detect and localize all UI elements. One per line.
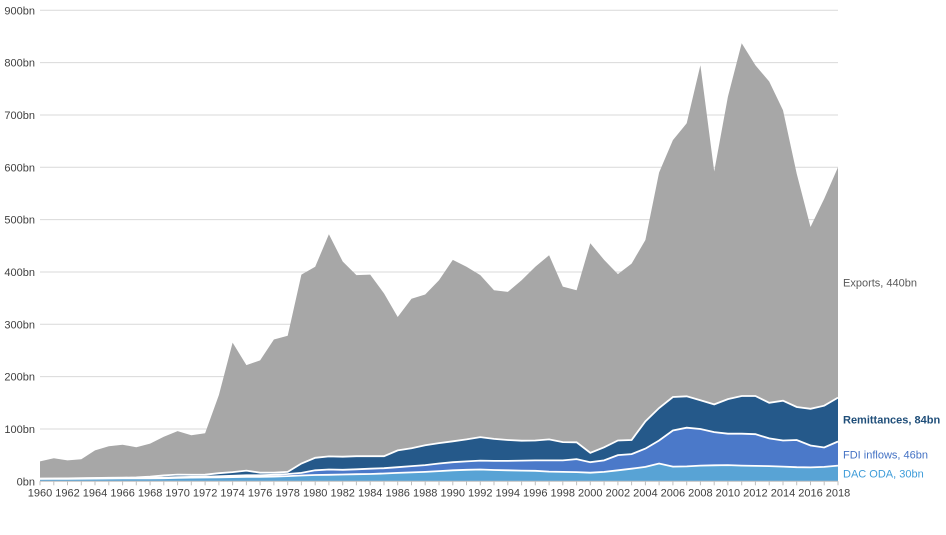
svg-text:1964: 1964 [83,487,107,499]
series-label-exports: Exports, 440bn [843,277,917,290]
svg-text:200bn: 200bn [4,372,35,384]
svg-text:2002: 2002 [606,487,630,499]
svg-text:1970: 1970 [165,487,189,499]
svg-text:1994: 1994 [496,487,520,499]
svg-text:700bn: 700bn [4,110,35,122]
svg-text:2006: 2006 [661,487,685,499]
svg-text:1968: 1968 [138,487,162,499]
svg-text:1980: 1980 [303,487,327,499]
svg-text:1986: 1986 [385,487,409,499]
svg-text:2014: 2014 [771,487,795,499]
svg-text:1984: 1984 [358,487,382,499]
svg-text:1960: 1960 [28,487,52,499]
series-label-fdi-inflows: FDI inflows, 46bn [843,449,928,462]
svg-text:100bn: 100bn [4,424,35,436]
svg-text:2012: 2012 [743,487,767,499]
svg-text:2018: 2018 [826,487,850,499]
svg-text:2000: 2000 [578,487,602,499]
svg-text:300bn: 300bn [4,319,35,331]
svg-text:1962: 1962 [55,487,79,499]
svg-text:1976: 1976 [248,487,272,499]
svg-text:1988: 1988 [413,487,437,499]
svg-text:500bn: 500bn [4,215,35,227]
series-label-dac-oda: DAC ODA, 30bn [843,468,924,481]
svg-text:1992: 1992 [468,487,492,499]
svg-text:400bn: 400bn [4,267,35,279]
svg-text:1978: 1978 [275,487,299,499]
svg-text:0bn: 0bn [17,476,35,488]
svg-text:1998: 1998 [551,487,575,499]
svg-text:2004: 2004 [633,487,657,499]
svg-text:1972: 1972 [193,487,217,499]
svg-text:1990: 1990 [441,487,465,499]
svg-text:800bn: 800bn [4,58,35,70]
svg-text:1966: 1966 [110,487,134,499]
svg-text:2010: 2010 [716,487,740,499]
svg-text:2016: 2016 [798,487,822,499]
svg-text:900bn: 900bn [4,5,35,17]
svg-text:2008: 2008 [688,487,712,499]
svg-text:1982: 1982 [330,487,354,499]
svg-text:1974: 1974 [220,487,244,499]
svg-text:600bn: 600bn [4,162,35,174]
series-label-remittances: Remittances, 84bn [843,414,941,427]
svg-text:1996: 1996 [523,487,547,499]
